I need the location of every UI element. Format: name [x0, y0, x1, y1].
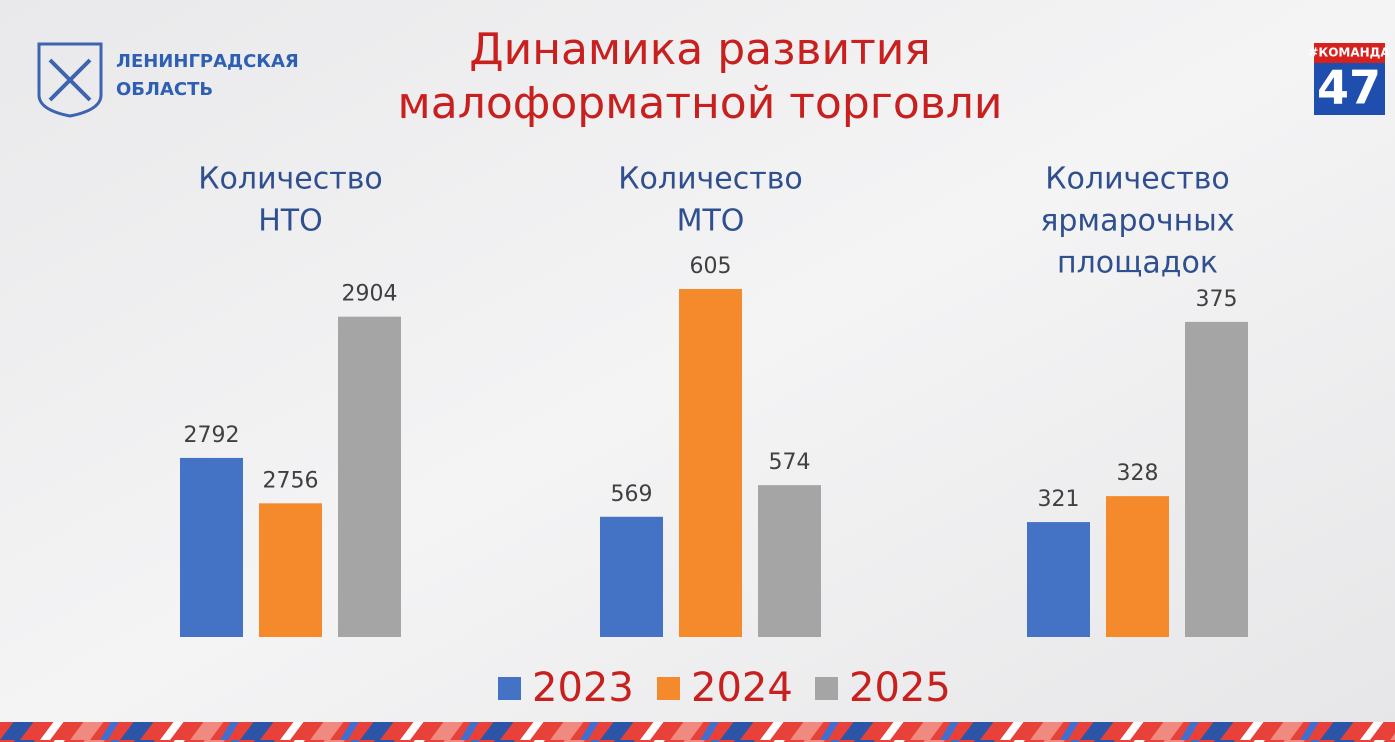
value-label: 2756	[263, 468, 319, 493]
value-label: 375	[1196, 287, 1238, 312]
chart-title: ярмарочных	[1040, 204, 1234, 239]
value-label: 2904	[342, 282, 398, 307]
bar	[180, 457, 243, 637]
chart-title: Количество	[618, 162, 803, 197]
bar	[1027, 522, 1090, 637]
value-label: 328	[1117, 461, 1159, 486]
chart-title: Количество	[1045, 162, 1230, 197]
chart-title: НТО	[258, 204, 323, 239]
value-label: 574	[769, 450, 811, 475]
logo	[37, 42, 103, 118]
bar	[1106, 496, 1169, 637]
legend-label: 2024	[691, 665, 793, 711]
logo-text: ЛЕНИНГРАДСКАЯ	[116, 51, 299, 72]
legend-swatch	[498, 677, 521, 700]
bar	[1185, 321, 1248, 637]
badge-number: 47	[1317, 61, 1381, 115]
bar	[679, 288, 742, 637]
legend-swatch	[815, 677, 838, 700]
legend-label: 2025	[849, 665, 951, 711]
badge	[1314, 43, 1385, 115]
slide-title: малоформатной торговли	[398, 78, 1003, 129]
bar	[338, 316, 401, 637]
legend-swatch	[657, 677, 680, 700]
chart-title: МТО	[677, 204, 745, 239]
value-label: 605	[690, 254, 732, 279]
bar	[259, 503, 322, 637]
value-label: 321	[1038, 487, 1080, 512]
bar	[758, 485, 821, 637]
value-label: 2792	[184, 423, 240, 448]
badge-tag: #КОМАНДА	[1308, 46, 1390, 60]
slide-title: Динамика развития	[469, 24, 931, 75]
value-label: 569	[611, 482, 653, 507]
logo-text: ОБЛАСТЬ	[116, 79, 213, 100]
bottom-stripe	[0, 722, 1395, 742]
bar	[600, 516, 663, 637]
legend-label: 2023	[532, 665, 634, 711]
chart-title: Количество	[198, 162, 383, 197]
chart-title: площадок	[1057, 246, 1218, 281]
